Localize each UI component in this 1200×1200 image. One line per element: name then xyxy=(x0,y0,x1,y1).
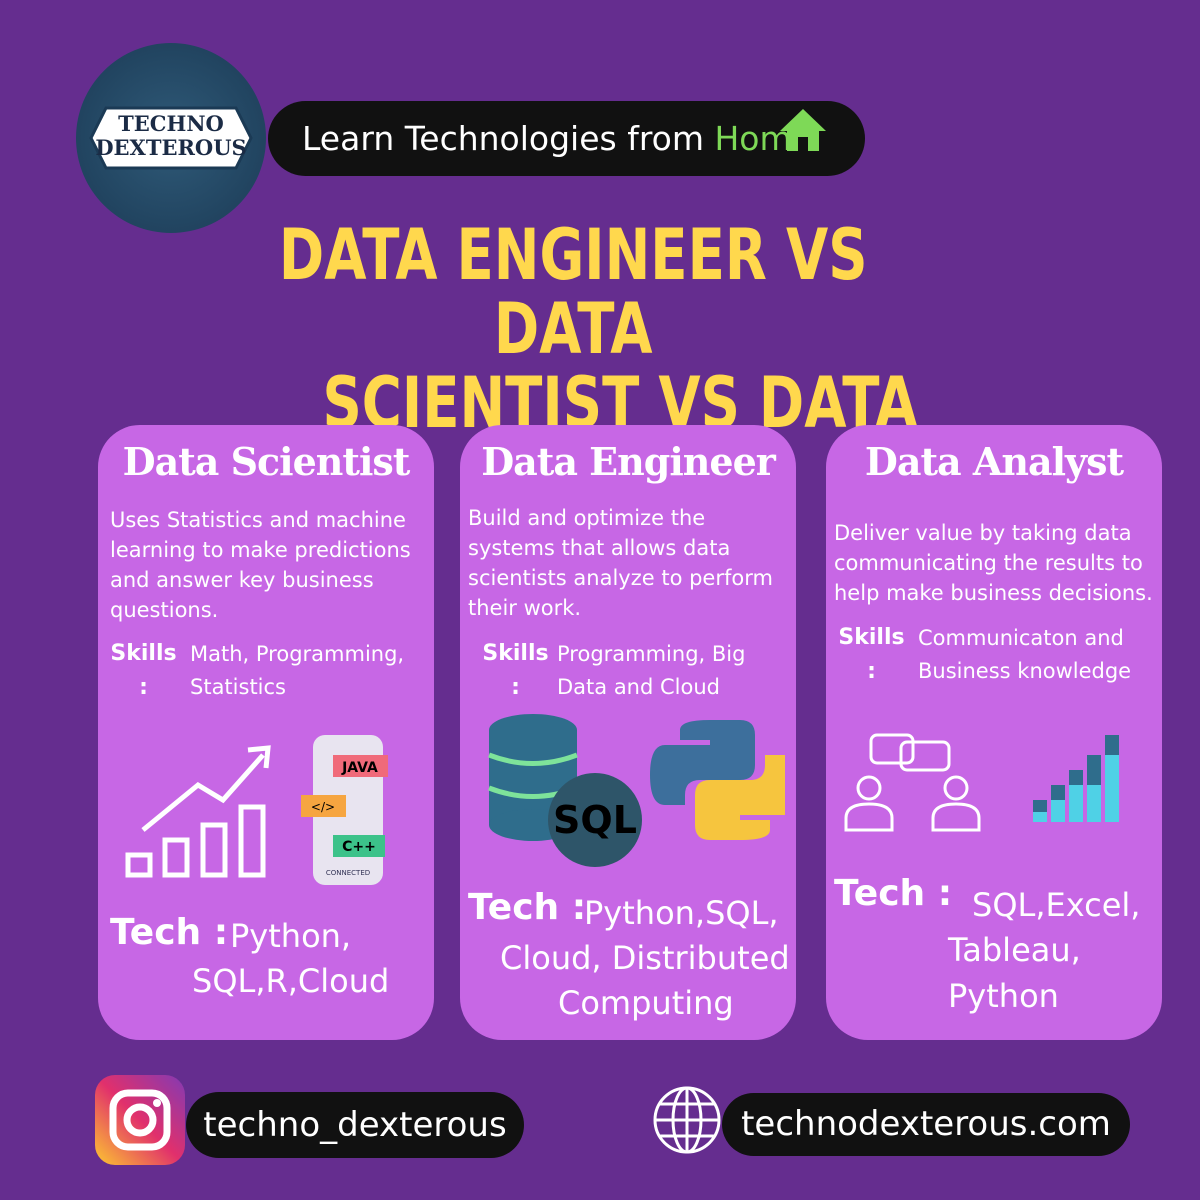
icon: SQL xyxy=(488,714,785,867)
logo: TECHNO DEXTEROUS xyxy=(76,43,266,233)
tech-label: Tech : xyxy=(834,873,953,914)
skills: Programming, Big Data and Cloud xyxy=(557,642,746,699)
instagram-handle[interactable]: techno_dexterous xyxy=(186,1092,524,1158)
card: Data Scientist Uses Statistics and machi… xyxy=(98,425,434,1040)
skills-label: Skills : xyxy=(838,625,905,684)
logo-text: TECHNO xyxy=(118,111,224,136)
card-description: Deliver value by taking data communicati… xyxy=(834,521,1153,605)
tech-line: SQL,R,Cloud xyxy=(192,962,390,1000)
icon-label: C++ xyxy=(342,839,376,855)
card: Data Engineer Build and optimize the sys… xyxy=(460,425,796,1040)
icon-label: SQL xyxy=(553,798,637,842)
home-icon xyxy=(780,109,826,151)
card: Data Analyst Deliver value by taking dat… xyxy=(826,425,1162,1040)
skills: Communicaton and Business knowledge xyxy=(918,626,1132,683)
tech-line: Cloud, Distributed xyxy=(500,939,790,977)
globe-icon xyxy=(653,1086,721,1154)
card-description: Uses Statistics and machine learning to … xyxy=(110,508,411,622)
tech-line: Computing xyxy=(558,984,734,1022)
skills-label: Skills : xyxy=(110,641,177,700)
icon-label: </> xyxy=(311,800,335,814)
tech-line: SQL,Excel, xyxy=(972,886,1141,924)
card-title: Data Analyst xyxy=(864,439,1124,484)
card-title: Data Engineer xyxy=(481,439,776,484)
skills-label: Skills : xyxy=(482,641,549,700)
logo-badge: TECHNO DEXTEROUS xyxy=(89,106,253,170)
icon-label: CONNECTED xyxy=(326,869,370,877)
card-description: Build and optimize the systems that allo… xyxy=(468,506,773,620)
tech-line: Python,SQL, xyxy=(584,894,779,932)
icon-label: JAVA xyxy=(341,760,378,776)
tech-line: Python, xyxy=(230,917,352,955)
tech-line: Tableau, xyxy=(948,931,1081,969)
instagram-icon xyxy=(95,1075,185,1165)
tech-label: Tech : xyxy=(110,912,229,953)
icon: JAVA </> C++ CONNECTED xyxy=(125,735,388,885)
website[interactable]: technodexterous.com xyxy=(722,1093,1130,1156)
tech-label: Tech : xyxy=(468,887,587,928)
icon xyxy=(844,733,1119,832)
logo-text: DEXTEROUS xyxy=(95,135,246,160)
title-line: DATA ENGINEER VS DATA xyxy=(278,214,868,370)
tech-line: Python xyxy=(948,977,1059,1015)
tagline: Learn Technologies from Home xyxy=(268,101,865,176)
tagline-text: Learn Technologies from xyxy=(302,119,715,158)
skills: Math, Programming, Statistics xyxy=(190,642,405,699)
card-title: Data Scientist xyxy=(122,439,411,484)
